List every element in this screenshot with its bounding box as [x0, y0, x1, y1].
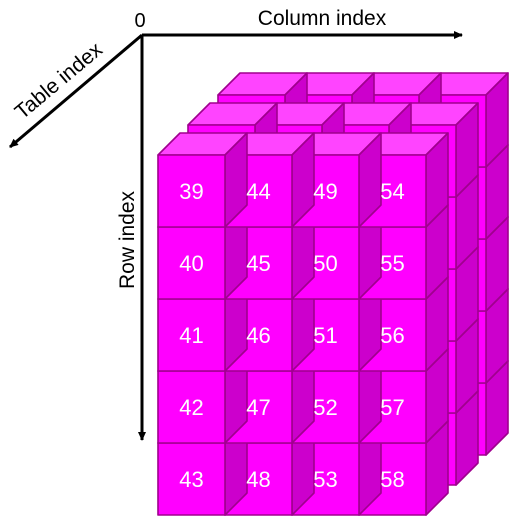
front-table	[157, 132, 449, 516]
cell-value: 52	[313, 395, 337, 420]
cell-value: 40	[179, 251, 203, 276]
origin-label: 0	[134, 10, 145, 32]
front-table-values: 39 44 49 54 40 45 50 55 41 46 51 56 42 47 52 57 43 48 53 58	[179, 179, 404, 492]
cell-value: 55	[380, 251, 404, 276]
table-axis-label: Table index	[11, 38, 108, 124]
cell-value: 56	[380, 323, 404, 348]
cell-value: 57	[380, 395, 404, 420]
cell-value: 48	[246, 467, 270, 492]
cell-value: 42	[179, 395, 203, 420]
cell-value: 39	[179, 179, 203, 204]
cell-value: 54	[380, 179, 404, 204]
cell-value: 49	[313, 179, 337, 204]
cube-front-face	[157, 154, 226, 228]
table-axis-arrow	[9, 33, 143, 149]
array-cubes	[157, 72, 509, 516]
row-axis-label: Row index	[116, 190, 139, 289]
cell-value: 41	[179, 323, 203, 348]
column-axis-label: Column index	[258, 7, 387, 30]
cell-value: 44	[246, 179, 270, 204]
cell-value: 47	[246, 395, 270, 420]
cell-value: 45	[246, 251, 270, 276]
cell-value: 50	[313, 251, 337, 276]
cell-value: 58	[380, 467, 404, 492]
cell-value: 53	[313, 467, 337, 492]
cell-value: 46	[246, 323, 270, 348]
cell-value: 43	[179, 467, 203, 492]
cube	[157, 132, 248, 228]
cell-value: 51	[313, 323, 337, 348]
